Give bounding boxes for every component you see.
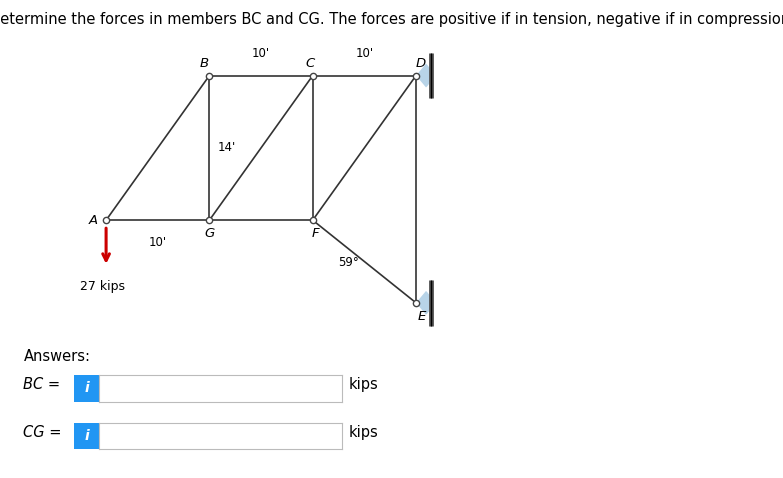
- Text: B: B: [200, 57, 209, 70]
- Wedge shape: [416, 291, 431, 315]
- Text: G: G: [204, 227, 215, 240]
- Text: kips: kips: [348, 425, 378, 440]
- Text: D: D: [416, 57, 426, 70]
- Text: i: i: [85, 429, 89, 443]
- Text: Answers:: Answers:: [23, 349, 91, 364]
- Text: 10': 10': [149, 236, 167, 249]
- Text: 14': 14': [218, 141, 236, 154]
- Text: F: F: [312, 227, 319, 240]
- Text: 27 kips: 27 kips: [81, 280, 125, 293]
- Text: i: i: [85, 381, 89, 395]
- Text: kips: kips: [348, 377, 378, 392]
- Text: Determine the forces in members BC and CG. The forces are positive if in tension: Determine the forces in members BC and C…: [0, 12, 783, 27]
- Text: BC =: BC =: [23, 377, 60, 392]
- Wedge shape: [416, 64, 431, 87]
- Text: 10': 10': [252, 47, 270, 60]
- Text: E: E: [418, 310, 427, 323]
- Text: A: A: [89, 214, 98, 227]
- Text: 10': 10': [355, 47, 373, 60]
- Text: 59°: 59°: [338, 256, 359, 269]
- Text: C: C: [305, 57, 314, 70]
- Text: CG =: CG =: [23, 425, 62, 440]
